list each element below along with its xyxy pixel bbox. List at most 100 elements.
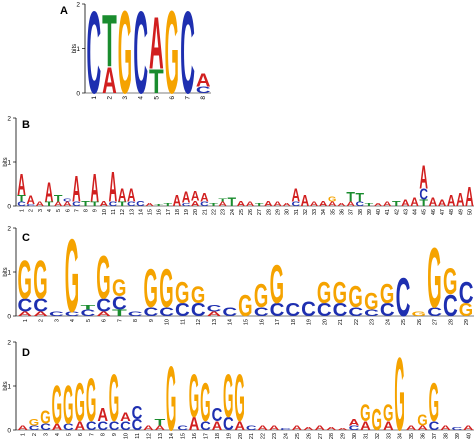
logo-letter-a: A bbox=[337, 427, 348, 430]
logo-letter-c: C bbox=[97, 419, 108, 432]
x-tick-label: 8 bbox=[200, 96, 207, 100]
logo-letter-a: A bbox=[292, 425, 303, 431]
x-tick-label: 37 bbox=[432, 433, 438, 439]
y-tick-label: 2 bbox=[7, 340, 11, 347]
x-tick-label: 11 bbox=[111, 209, 117, 215]
x-tick-label: 16 bbox=[259, 319, 265, 325]
x-tick-label: 42 bbox=[394, 209, 400, 215]
logo-letter-g: G bbox=[29, 418, 40, 428]
x-tick-label: 12 bbox=[120, 209, 126, 215]
x-tick-label: 1 bbox=[20, 209, 26, 212]
logo-letter-a: A bbox=[120, 410, 131, 423]
logo-letter-a: A bbox=[303, 426, 314, 431]
x-tick-label: 6 bbox=[65, 209, 71, 212]
x-tick-label: 13 bbox=[212, 319, 218, 325]
logo-letter-t: T bbox=[81, 200, 90, 208]
x-tick-label: 45 bbox=[422, 209, 428, 215]
logo-letter-c: C bbox=[459, 275, 474, 310]
x-tick-label: 21 bbox=[202, 209, 208, 215]
y-tick-label: 1 bbox=[7, 384, 11, 391]
logo-letter-c: C bbox=[355, 201, 364, 208]
logo-letter-c: C bbox=[222, 305, 237, 319]
x-tick-label: 7 bbox=[117, 319, 123, 322]
x-tick-label: 31 bbox=[363, 433, 369, 439]
logo-letter-g: G bbox=[429, 373, 439, 433]
x-tick-label: 10 bbox=[102, 209, 108, 215]
x-tick-label: 8 bbox=[133, 319, 139, 322]
x-tick-label: 39 bbox=[367, 209, 373, 215]
logo-letter-a: A bbox=[109, 163, 118, 211]
y-tick-label: 1 bbox=[7, 270, 11, 277]
logo-letter-c: C bbox=[291, 201, 300, 208]
x-tick-label: 5 bbox=[66, 433, 72, 436]
x-tick-label: 22 bbox=[354, 319, 360, 325]
x-tick-label: 8 bbox=[84, 209, 90, 212]
logo-letter-a: A bbox=[438, 198, 447, 208]
x-tick-label: 25 bbox=[239, 209, 245, 215]
logo-letter-a: A bbox=[191, 189, 200, 204]
logo-letter-t: T bbox=[102, 0, 117, 82]
logo-letter-a: A bbox=[326, 426, 337, 431]
x-tick-label: 16 bbox=[157, 209, 163, 215]
x-tick-label: 49 bbox=[458, 209, 464, 215]
logo-letter-c: C bbox=[348, 305, 363, 319]
x-tick-label: 26 bbox=[306, 433, 312, 439]
x-tick-label: 26 bbox=[417, 319, 423, 325]
logo-letter-a: A bbox=[200, 190, 209, 204]
x-tick-label: 18 bbox=[291, 319, 297, 325]
logo-letter-a: A bbox=[417, 425, 428, 431]
x-tick-label: 15 bbox=[148, 209, 154, 215]
logo-letter-g: G bbox=[223, 363, 233, 431]
logo-letter-c: C bbox=[109, 201, 118, 208]
logo-letter-a: A bbox=[143, 425, 154, 431]
logo-letter-g: G bbox=[380, 278, 394, 309]
logo-letter-a: A bbox=[337, 202, 346, 207]
logo-letter-g: G bbox=[63, 375, 73, 435]
x-tick-label: 9 bbox=[93, 209, 99, 212]
logo-letter-c: C bbox=[207, 304, 222, 314]
logo-letter-c: C bbox=[285, 300, 300, 321]
logo-letter-a: A bbox=[90, 166, 99, 211]
logo-letter-a: A bbox=[191, 200, 200, 208]
x-tick-label: 3 bbox=[44, 433, 50, 436]
y-tick-label: 1 bbox=[76, 46, 80, 53]
x-tick-label: 10 bbox=[165, 319, 171, 325]
logo-letter-c: C bbox=[29, 425, 40, 431]
x-tick-label: 3 bbox=[38, 209, 44, 212]
logo-letter-c: C bbox=[254, 305, 269, 319]
x-tick-label: 4 bbox=[47, 209, 53, 212]
x-tick-label: 44 bbox=[413, 209, 419, 215]
logo-letter-g: G bbox=[372, 403, 382, 437]
x-tick-label: 21 bbox=[338, 319, 344, 325]
x-tick-label: 43 bbox=[403, 209, 409, 215]
x-tick-label: 46 bbox=[431, 209, 437, 215]
x-tick-label: 21 bbox=[249, 433, 255, 439]
logo-panel-b: B012bitsCTA1CA2A3TA4AT5AC6CA7T8TA9A10CA1… bbox=[3, 116, 474, 215]
x-tick-label: 22 bbox=[212, 209, 218, 215]
logo-letter-c: C bbox=[96, 296, 111, 317]
logo-letter-a: A bbox=[328, 201, 337, 208]
x-tick-label: 11 bbox=[135, 433, 141, 439]
x-tick-label: 8 bbox=[101, 433, 107, 436]
logo-letter-c: C bbox=[349, 425, 360, 431]
x-tick-label: 6 bbox=[169, 96, 176, 100]
x-tick-label: 5 bbox=[153, 96, 160, 100]
logo-letter-a: A bbox=[406, 425, 417, 431]
logo-letter-c: C bbox=[132, 403, 143, 424]
logo-letter-c: C bbox=[427, 305, 442, 319]
logo-letter-g: G bbox=[74, 373, 84, 433]
y-tick-label: 0 bbox=[76, 91, 80, 98]
logo-letter-g: G bbox=[159, 258, 173, 320]
logo-letter-c: C bbox=[200, 419, 211, 432]
logo-letter-c: C bbox=[317, 300, 332, 321]
logo-letter-c: C bbox=[86, 419, 97, 432]
logo-letter-t: T bbox=[355, 190, 364, 204]
logo-letter-a: A bbox=[54, 201, 63, 208]
x-tick-label: 13 bbox=[129, 209, 135, 215]
x-tick-label: 41 bbox=[385, 209, 391, 215]
x-tick-label: 7 bbox=[185, 96, 192, 100]
x-tick-label: 2 bbox=[32, 433, 38, 436]
logo-letter-g: G bbox=[86, 367, 96, 435]
logo-letter-c: C bbox=[333, 300, 348, 321]
x-tick-label: 28 bbox=[329, 433, 335, 439]
